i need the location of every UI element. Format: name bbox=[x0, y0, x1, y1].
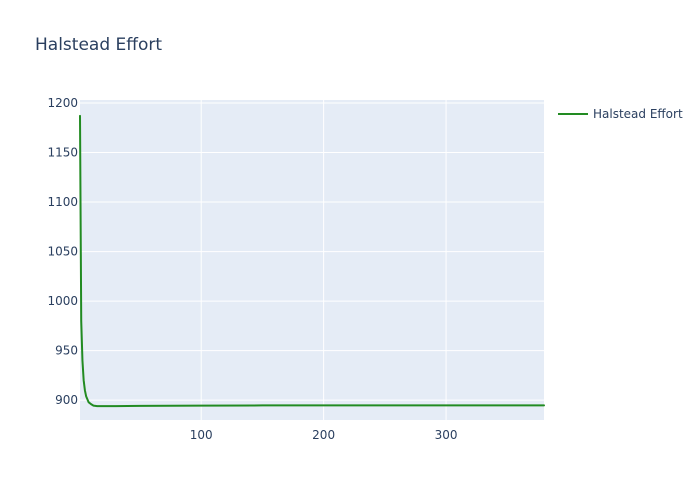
y-tick-label: 900 bbox=[55, 393, 78, 407]
series-line bbox=[79, 114, 545, 408]
y-tick-label: 1200 bbox=[47, 96, 78, 110]
legend-label: Halstead Effort bbox=[593, 107, 683, 121]
y-tick-label: 1000 bbox=[47, 294, 78, 308]
y-axis: 900 950 1000 1050 1100 1150 1200 bbox=[47, 96, 78, 407]
x-axis: 100 200 300 bbox=[190, 428, 458, 442]
y-tick-label: 1150 bbox=[47, 146, 78, 160]
grid-layer bbox=[80, 100, 544, 420]
y-tick-label: 1050 bbox=[47, 245, 78, 259]
x-tick-label: 200 bbox=[312, 428, 335, 442]
x-tick-label: 300 bbox=[435, 428, 458, 442]
y-tick-label: 950 bbox=[55, 344, 78, 358]
chart-title: Halstead Effort bbox=[35, 35, 162, 55]
x-tick-label: 100 bbox=[190, 428, 213, 442]
plot-background bbox=[80, 100, 544, 420]
series-layer bbox=[79, 114, 545, 408]
legend[interactable]: Halstead Effort bbox=[558, 107, 683, 121]
y-tick-label: 1100 bbox=[47, 195, 78, 209]
